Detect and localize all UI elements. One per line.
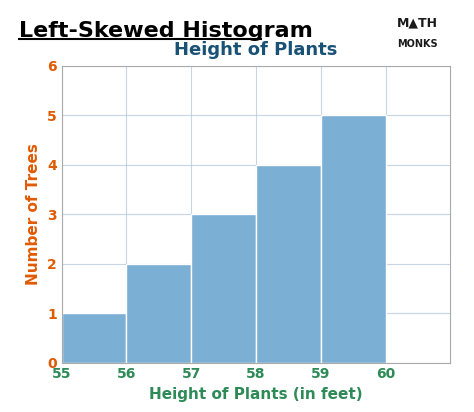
Y-axis label: Number of Trees: Number of Trees — [27, 143, 41, 285]
Title: Height of Plants: Height of Plants — [174, 41, 337, 59]
Bar — [256, 165, 321, 363]
Bar — [191, 214, 256, 363]
Bar — [321, 115, 385, 363]
Bar — [127, 264, 191, 363]
Text: MONKS: MONKS — [397, 39, 438, 49]
X-axis label: Height of Plants (in feet): Height of Plants (in feet) — [149, 387, 363, 402]
Text: M▲TH: M▲TH — [397, 16, 438, 30]
Text: Left-Skewed Histogram: Left-Skewed Histogram — [19, 21, 313, 41]
Bar — [62, 313, 127, 363]
